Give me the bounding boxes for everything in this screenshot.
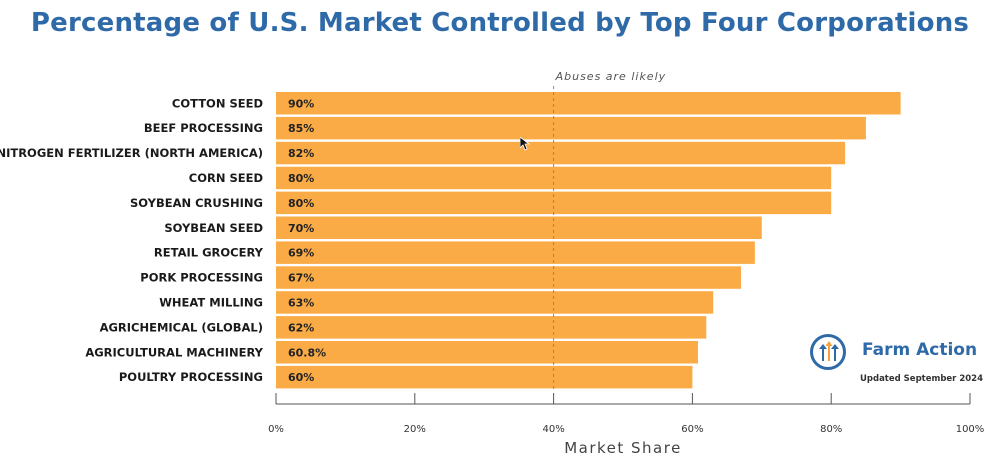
farm-action-logo: Farm Action Updated September 2024: [810, 334, 983, 386]
category-label: POULTRY PROCESSING: [119, 370, 263, 384]
category-label: AGRICULTURAL MACHINERY: [85, 345, 263, 359]
bar: [276, 316, 707, 339]
x-tick-label: 60%: [681, 424, 703, 435]
value-label: 63%: [288, 296, 314, 309]
category-label: CORN SEED: [189, 171, 263, 185]
mouse-cursor-icon: [519, 136, 531, 155]
threshold-label: Abuses are likely: [555, 70, 667, 83]
value-label: 80%: [288, 197, 314, 210]
x-tick-label: 40%: [542, 424, 564, 435]
category-label: PORK PROCESSING: [140, 271, 263, 285]
logo-name: Farm Action: [862, 340, 978, 360]
bar: [276, 365, 693, 389]
updated-date: Updated September 2024: [860, 374, 983, 384]
value-label: 80%: [288, 172, 314, 185]
bar: [276, 341, 698, 364]
bar: [276, 92, 901, 115]
value-label: 60.8%: [288, 346, 326, 359]
category-label: BEEF PROCESSING: [144, 121, 263, 135]
farm-action-logo-icon: [810, 334, 846, 370]
bar: [276, 116, 866, 140]
bar: [276, 216, 762, 239]
category-label: RETAIL GROCERY: [154, 246, 264, 260]
value-label: 90%: [288, 97, 314, 110]
bar: [276, 266, 741, 289]
value-label: 67%: [288, 272, 314, 285]
x-tick-label: 100%: [956, 424, 985, 435]
value-label: 70%: [288, 222, 314, 235]
value-label: 82%: [288, 147, 314, 160]
category-label: SOYBEAN CRUSHING: [130, 196, 263, 210]
category-label: COTTON SEED: [172, 96, 263, 110]
value-label: 62%: [288, 321, 314, 334]
chart-title: Percentage of U.S. Market Controlled by …: [30, 8, 970, 38]
category-label: NITROGEN FERTILIZER (NORTH AMERICA): [0, 146, 263, 160]
bar: [276, 141, 846, 165]
category-label: SOYBEAN SEED: [164, 221, 263, 235]
category-label: AGRICHEMICAL (GLOBAL): [100, 320, 263, 334]
x-tick-label: 20%: [404, 424, 426, 435]
x-tick-label: 0%: [268, 424, 284, 435]
x-tick-label: 80%: [820, 424, 842, 435]
x-axis-title: Market Share: [564, 439, 682, 457]
value-label: 85%: [288, 122, 314, 135]
value-label: 60%: [288, 371, 314, 384]
value-label: 69%: [288, 247, 314, 260]
category-label: WHEAT MILLING: [159, 295, 263, 309]
bar: [276, 241, 755, 264]
bar: [276, 291, 714, 314]
